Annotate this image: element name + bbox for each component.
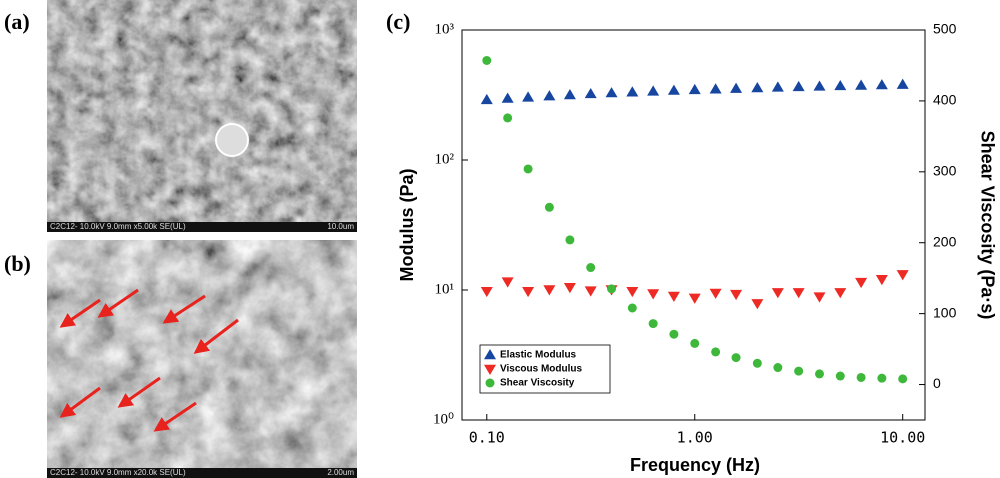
point: [522, 91, 534, 101]
x-tick-label: 0.10: [469, 429, 505, 447]
point: [668, 292, 680, 302]
point: [482, 56, 491, 65]
point: [876, 79, 888, 89]
y2-axis-title: Shear Viscosity (Pa·s): [977, 131, 997, 320]
point: [751, 82, 763, 92]
point: [481, 287, 493, 297]
point: [732, 353, 741, 362]
legend-label: Shear Viscosity: [500, 378, 575, 389]
point: [730, 83, 742, 93]
point: [585, 88, 597, 98]
point: [772, 81, 784, 91]
point: [897, 79, 909, 89]
figure: C2C12- 10.0kV 9.0mm x5.00k SE(UL) 10.0um…: [0, 0, 1000, 478]
sem-image-a: [47, 0, 357, 232]
point: [689, 84, 701, 94]
y-tick-label: 10⁰: [433, 411, 454, 427]
y2-tick-label: 300: [933, 163, 957, 179]
point: [543, 285, 555, 295]
point: [897, 270, 909, 280]
point: [813, 80, 825, 90]
point: [607, 284, 616, 293]
x-tick-label: 1.00: [677, 429, 713, 447]
point: [836, 372, 845, 381]
point: [834, 80, 846, 90]
panel-label: (b): [4, 251, 31, 276]
point: [793, 81, 805, 91]
chart: (c) Frequency (Hz) Modulus (Pa) Shear Vi…: [385, 0, 1000, 478]
point: [543, 90, 555, 100]
point: [690, 339, 699, 348]
legend-label: Viscous Modulus: [500, 364, 582, 375]
point: [586, 263, 595, 272]
y2-tick-label: 200: [933, 233, 957, 249]
point: [564, 89, 576, 99]
point: [502, 277, 514, 287]
sem-panels: C2C12- 10.0kV 9.0mm x5.00k SE(UL) 10.0um…: [0, 0, 385, 478]
point: [502, 93, 514, 103]
point: [647, 85, 659, 95]
point: [503, 113, 512, 122]
point: [898, 374, 907, 383]
point: [689, 294, 701, 304]
point: [710, 289, 722, 299]
scale-label: 2.00um: [327, 468, 354, 477]
point: [626, 86, 638, 96]
point: [647, 289, 659, 299]
point: [606, 87, 618, 97]
caption: C2C12- 10.0kV 9.0mm x5.00k SE(UL): [50, 222, 186, 231]
point: [772, 288, 784, 298]
y-tick-label: 10¹: [435, 281, 455, 297]
y2-tick-label: 0: [933, 375, 941, 391]
y2-tick-label: 500: [933, 21, 957, 37]
point: [857, 373, 866, 382]
panel-label: (c): [386, 9, 410, 34]
point: [855, 278, 867, 288]
point: [794, 367, 803, 376]
point: [753, 359, 762, 368]
legend-label: Elastic Modulus: [500, 350, 577, 361]
caption: C2C12- 10.0kV 9.0mm x20.0k SE(UL): [50, 468, 186, 477]
point: [649, 319, 658, 328]
y-tick-label: 10²: [435, 151, 455, 167]
point: [626, 287, 638, 297]
x-axis-title: Frequency (Hz): [630, 455, 760, 475]
legend-marker: [486, 379, 495, 388]
y-tick-label: 10³: [435, 21, 455, 37]
x-tick-label: 10.00: [880, 429, 925, 447]
point: [793, 288, 805, 298]
point: [481, 94, 493, 104]
point: [565, 235, 574, 244]
point: [710, 83, 722, 93]
scale-label: 10.0um: [327, 222, 354, 231]
y-axis-title: Modulus (Pa): [397, 169, 417, 282]
point: [522, 287, 534, 297]
point: [564, 283, 576, 293]
point: [669, 330, 678, 339]
point: [815, 369, 824, 378]
point: [524, 164, 533, 173]
point: [855, 80, 867, 90]
point: [730, 290, 742, 300]
point: [876, 275, 888, 285]
point: [545, 203, 554, 212]
point: [751, 299, 763, 309]
point: [813, 292, 825, 302]
y2-tick-label: 100: [933, 304, 957, 320]
point: [877, 374, 886, 383]
panel-label: (a): [4, 9, 30, 34]
point: [711, 347, 720, 356]
point: [585, 286, 597, 296]
point: [668, 85, 680, 95]
point: [773, 363, 782, 372]
point: [628, 303, 637, 312]
y2-tick-label: 400: [933, 92, 957, 108]
sem-image-b: [47, 240, 357, 478]
particle: [216, 124, 248, 156]
point: [834, 288, 846, 298]
